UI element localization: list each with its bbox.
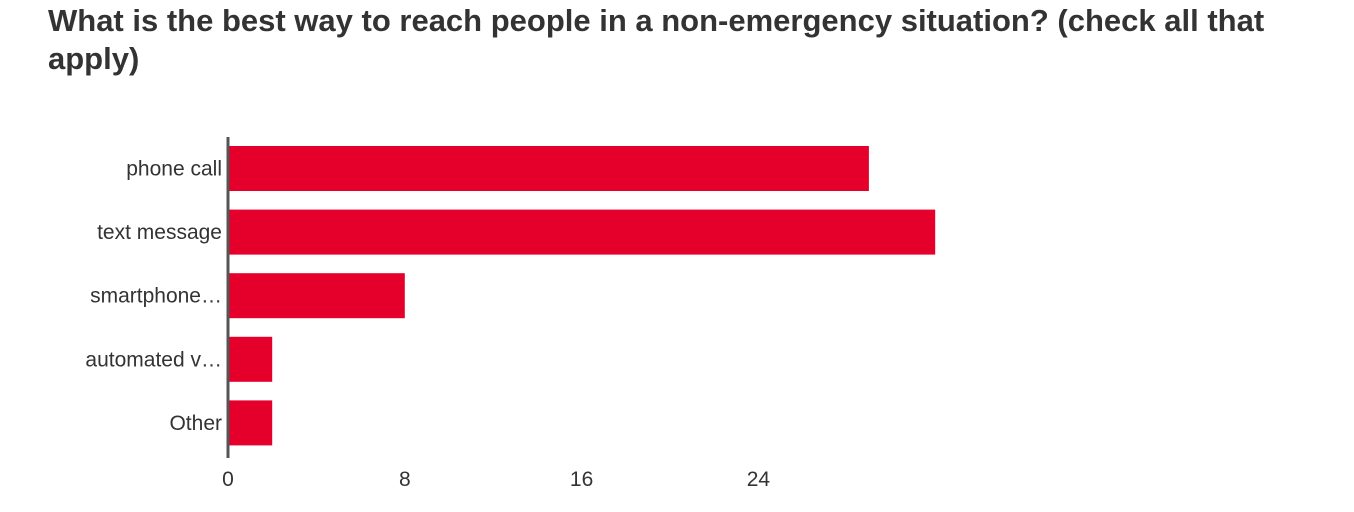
bar-1 [228, 209, 936, 255]
category-label-2: smartphone… [90, 285, 222, 308]
tick-labels-group: 0 8 16 24 [222, 468, 770, 491]
chart-title: What is the best way to reach people in … [48, 3, 1265, 76]
bar-0 [228, 146, 869, 191]
x-tick-label-3: 24 [747, 468, 771, 491]
category-labels-group: phone call text message smartphone… automat… [85, 158, 222, 435]
x-tick-label-1: 8 [399, 468, 411, 491]
category-label-0: phone call [126, 158, 222, 181]
category-label-4: Other [169, 412, 222, 435]
bar-3 [228, 336, 273, 382]
x-tick-label-2: 16 [570, 468, 593, 491]
bars-group [228, 146, 936, 446]
bar-4 [228, 400, 273, 446]
bar-2 [228, 273, 405, 319]
category-label-3: automated v… [85, 348, 222, 371]
x-tick-label-0: 0 [222, 468, 234, 491]
category-label-1: text message [97, 221, 222, 244]
